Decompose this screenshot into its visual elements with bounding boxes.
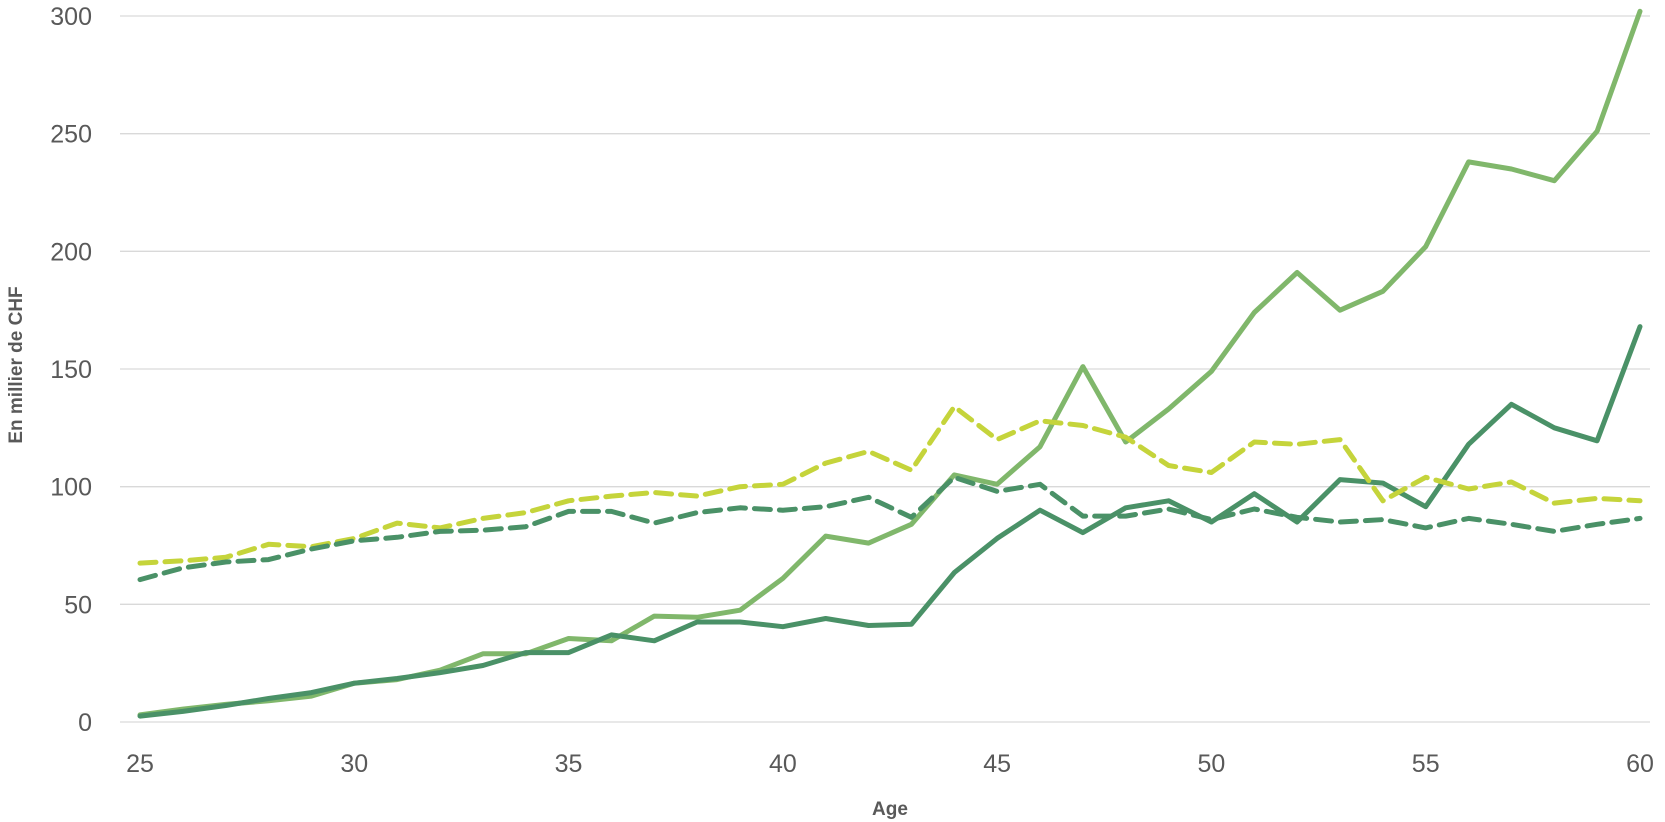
- x-tick-label: 55: [1412, 750, 1440, 778]
- x-tick-label: 50: [1198, 750, 1226, 778]
- series-line-2: [137, 324, 1643, 719]
- x-tick-label: 35: [555, 750, 583, 778]
- x-tick-label: 40: [769, 750, 797, 778]
- y-tick-label: 0: [78, 709, 92, 737]
- series-line-3: [137, 404, 1643, 566]
- x-tick-label: 25: [126, 750, 154, 778]
- x-tick-label: 45: [983, 750, 1011, 778]
- gridlines: [120, 15, 1650, 723]
- y-tick-label: 300: [50, 3, 92, 31]
- x-tick-label: 60: [1626, 750, 1654, 778]
- y-axis-title: En millier de CHF: [6, 286, 27, 443]
- y-tick-label: 150: [50, 356, 92, 384]
- y-tick-label: 200: [50, 238, 92, 266]
- series-line-4: [137, 474, 1643, 583]
- x-tick-label: 30: [340, 750, 368, 778]
- y-tick-label: 250: [50, 121, 92, 149]
- x-axis-ticks: 25 30 35 40 45 50 55 60: [126, 750, 1654, 778]
- y-tick-label: 50: [64, 591, 92, 619]
- x-axis-title: Age: [872, 799, 908, 820]
- y-tick-label: 100: [50, 474, 92, 502]
- series-line-1: [137, 8, 1643, 718]
- series-lines: [137, 8, 1643, 719]
- y-axis-ticks: 0 50 100 150 200 250 300: [50, 3, 92, 737]
